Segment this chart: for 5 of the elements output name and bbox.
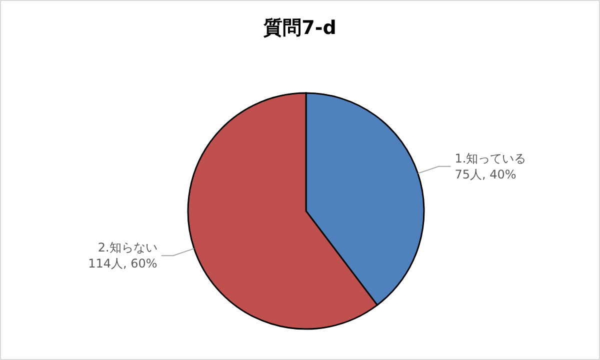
slice-label: 2.知らない (98, 240, 158, 255)
data-label: 75人, 40% (454, 167, 516, 182)
data-label: 114人, 60% (88, 256, 158, 271)
chart-title: 質問7-d (262, 16, 338, 41)
slice-label: 1.知っている (454, 151, 526, 166)
